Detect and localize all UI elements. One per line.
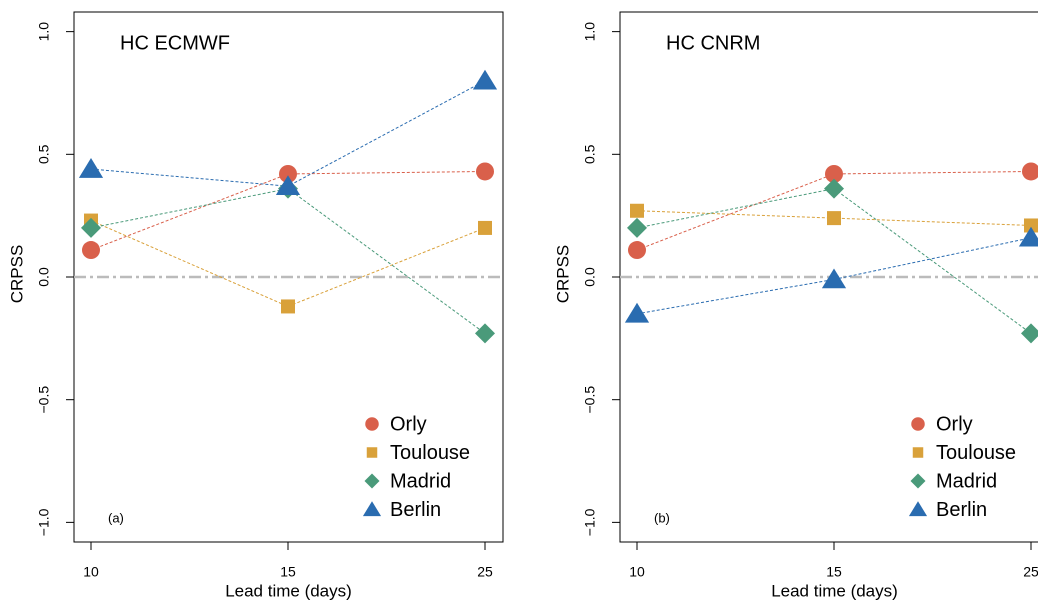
marker	[821, 268, 847, 289]
marker	[472, 69, 498, 90]
x-tick-label: 10	[83, 564, 99, 580]
y-tick-label: 1.0	[36, 22, 52, 42]
y-tick-label: −1.0	[582, 508, 598, 536]
marker	[1024, 218, 1038, 233]
legend-label: Berlin	[936, 499, 987, 521]
y-tick-label: −1.0	[36, 508, 52, 536]
marker	[908, 501, 928, 517]
marker	[627, 217, 647, 238]
y-tick-label: 0.0	[36, 267, 52, 287]
x-tick-label: 10	[629, 564, 645, 580]
series-line	[636, 188, 1032, 334]
marker	[1022, 162, 1038, 181]
y-tick-label: −0.5	[36, 386, 52, 414]
marker	[362, 501, 382, 517]
legend-label: Orly	[390, 413, 427, 435]
legend-label: Toulouse	[936, 442, 1016, 464]
x-axis-label: Lead time (days)	[771, 581, 898, 600]
series-line	[90, 220, 486, 307]
y-tick-label: 0.5	[582, 144, 598, 164]
marker	[824, 178, 844, 199]
legend-label: Toulouse	[390, 442, 470, 464]
marker	[78, 158, 104, 178]
y-tick-label: −0.5	[582, 386, 598, 414]
x-axis-label: Lead time (days)	[225, 581, 352, 600]
x-tick-label: 25	[1023, 564, 1038, 580]
marker	[911, 417, 925, 431]
y-axis-label: CRPSS	[553, 245, 572, 304]
legend-label: Orly	[936, 413, 973, 435]
marker	[1021, 323, 1038, 344]
marker	[365, 417, 379, 431]
marker	[475, 323, 495, 344]
marker	[279, 164, 297, 183]
chart-title: HC CNRM	[666, 32, 760, 54]
marker	[275, 175, 301, 196]
series-line	[636, 237, 1032, 315]
chart-title: HC ECMWF	[120, 32, 230, 54]
panel-label: (b)	[654, 510, 670, 525]
marker	[825, 164, 843, 183]
marker	[82, 241, 100, 260]
x-tick-label: 15	[280, 564, 296, 580]
marker	[630, 203, 644, 218]
marker	[478, 220, 492, 235]
legend-label: Madrid	[936, 470, 997, 492]
y-tick-label: 0.5	[36, 144, 52, 164]
legend-label: Berlin	[390, 499, 441, 521]
marker	[1018, 226, 1038, 247]
marker	[476, 162, 494, 181]
y-tick-label: 1.0	[582, 22, 598, 42]
x-tick-label: 15	[826, 564, 842, 580]
marker	[81, 217, 101, 238]
marker	[912, 447, 924, 458]
marker	[628, 241, 646, 260]
legend-label: Madrid	[390, 470, 451, 492]
marker	[281, 299, 295, 314]
marker	[364, 473, 380, 489]
marker	[910, 473, 926, 489]
y-axis-label: CRPSS	[7, 245, 26, 304]
marker	[827, 211, 841, 226]
panel-label: (a)	[108, 510, 124, 525]
marker	[366, 447, 378, 458]
y-tick-label: 0.0	[582, 267, 598, 287]
x-tick-label: 25	[477, 564, 493, 580]
marker	[624, 302, 650, 323]
